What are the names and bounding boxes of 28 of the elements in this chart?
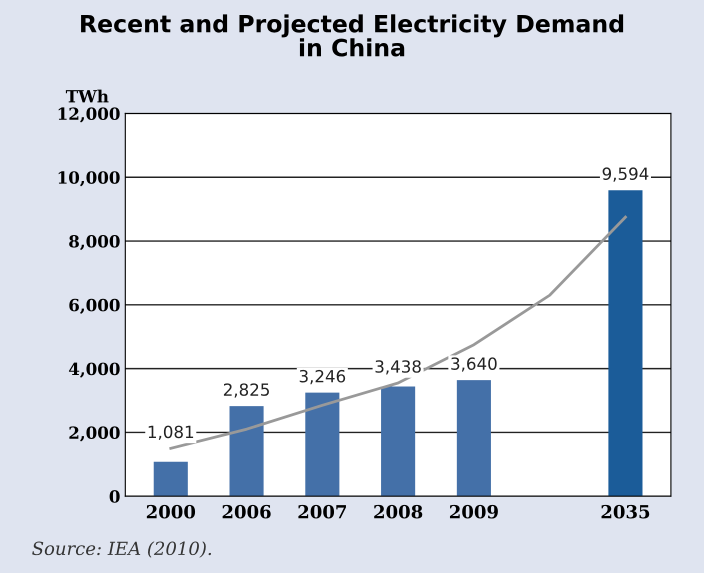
x-tick-label: 2009 bbox=[450, 504, 498, 519]
y-tick-label: 4,000 bbox=[68, 362, 120, 378]
y-tick-label: 8,000 bbox=[69, 235, 120, 250]
y-tick-label: 6,000 bbox=[69, 298, 120, 314]
chart-title: Recent and Projected Electricity Demand in China bbox=[81, 14, 624, 57]
data-label: 3,438 bbox=[376, 360, 421, 375]
y-tick-label: 10,000 bbox=[58, 171, 120, 186]
y-tick-label: 12,000 bbox=[58, 107, 120, 123]
bar bbox=[230, 406, 264, 496]
bar bbox=[154, 462, 188, 496]
x-tick-label: 2008 bbox=[374, 504, 422, 519]
bar bbox=[608, 190, 642, 496]
x-tick-label: 2035 bbox=[602, 504, 650, 519]
data-label: 1,081 bbox=[148, 426, 194, 440]
bar bbox=[381, 386, 416, 496]
x-tick-label: 2006 bbox=[222, 504, 271, 519]
y-axis-title: TWh bbox=[66, 90, 109, 102]
x-tick-label: 2007 bbox=[298, 504, 346, 519]
bar bbox=[456, 380, 491, 496]
data-label: 3,246 bbox=[300, 370, 346, 384]
data-label: 3,640 bbox=[451, 357, 497, 372]
bar bbox=[305, 392, 340, 496]
x-tick-label: 2000 bbox=[146, 504, 196, 519]
y-tick-label: 2,000 bbox=[69, 426, 120, 442]
data-label: 2,825 bbox=[224, 383, 269, 398]
y-tick-label: 0 bbox=[110, 490, 120, 503]
data-label: 9,594 bbox=[602, 167, 648, 182]
source-note: Source: IEA (2010). bbox=[32, 541, 211, 558]
